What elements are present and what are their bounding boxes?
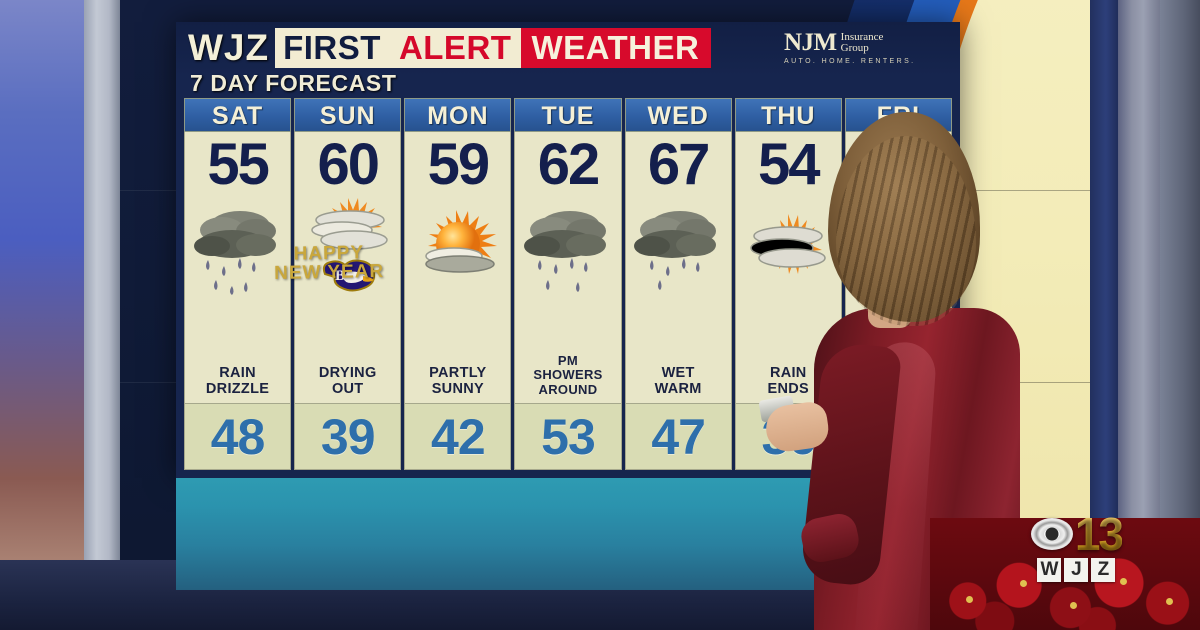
high-temp-mon: 59	[427, 132, 490, 197]
forecast-panel: WJZ FIRST ALERT WEATHER 7 DAY FORECAST N…	[176, 22, 960, 478]
low-cell-wed: 47	[624, 404, 732, 470]
channel-letter-j: J	[1064, 558, 1089, 582]
low-temp-tue: 53	[541, 408, 596, 465]
channel-letter-w: W	[1037, 558, 1062, 582]
condition-sun-line2: OUT	[331, 381, 364, 397]
rain-cloud-icon	[193, 211, 276, 295]
forecast-column-tue[interactable]: TUE 62	[514, 98, 622, 470]
high-temp-wed: 67	[647, 132, 710, 197]
weather-icon-wed-box	[626, 196, 731, 300]
weather-icon-sun-box	[295, 196, 400, 260]
flower-center	[1070, 602, 1077, 609]
day-header-wed: WED	[624, 98, 732, 132]
sponsor-line-1: Insurance	[840, 31, 884, 43]
condition-mon-line2: SUNNY	[431, 381, 484, 397]
wall-seam	[930, 190, 1170, 191]
weather-icon-thu-box	[736, 196, 841, 300]
talent-hair-strands	[836, 136, 976, 326]
rain-cloud-icon	[634, 211, 717, 290]
forecast-column-sat[interactable]: SAT 55	[184, 98, 292, 470]
condition-sun: DRYING OUT	[317, 365, 379, 397]
condition-wed: WET WARM	[653, 365, 704, 397]
day-body-thu: 54 RAIN ENDS	[734, 132, 842, 404]
day-body-mon: 59	[404, 132, 512, 404]
sponsor-mark: NJM	[784, 29, 837, 56]
channel-bug-letters: W J Z	[1031, 558, 1122, 582]
low-temp-sat: 48	[210, 408, 266, 465]
low-cell-sat: 48	[184, 404, 292, 470]
condition-tue-line3: AROUND	[538, 381, 598, 397]
low-temp-mon: 42	[431, 408, 486, 465]
studio-pillar-left	[84, 0, 120, 630]
flower-center	[966, 596, 973, 603]
sun-behind-cloud-icon	[310, 198, 388, 250]
panel-header: WJZ FIRST ALERT WEATHER 7 DAY FORECAST N…	[176, 22, 960, 97]
high-temp-sun: 60	[317, 132, 379, 197]
brand-bar: WJZ FIRST ALERT WEATHER	[184, 28, 960, 68]
condition-sat: RAIN DRIZZLE	[204, 365, 271, 397]
rain-cloud-icon	[523, 211, 606, 292]
condition-thu: RAIN ENDS	[766, 365, 812, 397]
condition-tue-line2: SHOWERS	[533, 367, 603, 382]
channel-number: 13	[1074, 508, 1124, 560]
partly-sunny-icon	[425, 210, 497, 273]
high-temp-thu: 54	[758, 132, 820, 197]
low-cell-sun: 39	[294, 404, 402, 470]
brand-alert-label: ALERT	[388, 28, 522, 68]
condition-tue: PM SHOWERS AROUND	[531, 352, 604, 398]
weather-icon-sat-box	[185, 196, 290, 300]
forecast-subtitle: 7 DAY FORECAST	[190, 70, 397, 96]
day-header-sat: SAT	[184, 98, 292, 132]
cbs-eye-icon	[1030, 518, 1073, 550]
sponsor-tagline: AUTO. HOME. RENTERS.	[784, 58, 916, 65]
weather-icon-tue-box	[515, 196, 620, 300]
day-header-sun: SUN	[294, 98, 402, 132]
low-cell-tue: 53	[514, 404, 622, 470]
condition-wed-line1: WET	[661, 365, 695, 381]
flower-center	[1120, 578, 1127, 585]
day-body-sat: 55	[184, 132, 292, 404]
day-header-thu: THU	[734, 98, 842, 132]
brand-first-label: FIRST	[275, 28, 389, 68]
condition-sat-line2: DRIZZLE	[205, 381, 270, 397]
low-temp-wed: 47	[651, 408, 706, 465]
weather-icon-mon-box	[405, 196, 510, 300]
forecast-column-wed[interactable]: WED 67	[624, 98, 732, 470]
sponsor-line-2: Group	[840, 42, 869, 54]
sponsor-logo: NJM Insurance Group AUTO. HOME. RENTERS.	[784, 30, 944, 65]
low-temp-sun: 39	[320, 408, 376, 465]
svg-text:B: B	[335, 268, 345, 284]
channel-bug: 13 W J Z	[1030, 508, 1124, 582]
forecast-column-sun[interactable]: SUN 60	[294, 98, 402, 470]
condition-wed-line2: WARM	[654, 381, 702, 397]
flower-center	[1166, 598, 1173, 605]
meteorologist	[758, 112, 1036, 630]
day-body-sun: 60 B	[294, 132, 402, 404]
forecast-column-mon[interactable]: MON 59	[404, 98, 512, 470]
day-header-mon: MON	[404, 98, 512, 132]
high-temp-tue: 62	[537, 132, 600, 197]
forecast-grid: SAT 55	[184, 98, 952, 470]
condition-sat-line1: RAIN	[219, 365, 256, 381]
day-body-wed: 67	[624, 132, 732, 404]
talent-hair	[828, 112, 980, 322]
flower-center	[1020, 580, 1027, 587]
wall-seam	[930, 382, 1170, 383]
day-body-tue: 62	[514, 132, 622, 404]
condition-thu-line2: ENDS	[767, 381, 810, 397]
channel-bug-top: 13	[1030, 508, 1124, 560]
condition-tue-line1: PM	[557, 352, 579, 368]
sun-behind-cloud-icon	[750, 214, 827, 274]
station-logo-text: WJZ	[188, 27, 270, 68]
condition-mon: PARTLY SUNNY	[427, 365, 488, 397]
low-cell-mon: 42	[404, 404, 512, 470]
high-temp-sat: 55	[207, 132, 269, 197]
ravens-logo: B	[319, 256, 377, 292]
condition-sun-line1: DRYING	[318, 365, 377, 381]
channel-letter-z: Z	[1091, 558, 1116, 582]
brand-weather-label: WEATHER	[521, 28, 712, 68]
condition-mon-line1: PARTLY	[429, 365, 487, 381]
condition-thu-line1: RAIN	[769, 365, 807, 381]
day-header-tue: TUE	[514, 98, 622, 132]
